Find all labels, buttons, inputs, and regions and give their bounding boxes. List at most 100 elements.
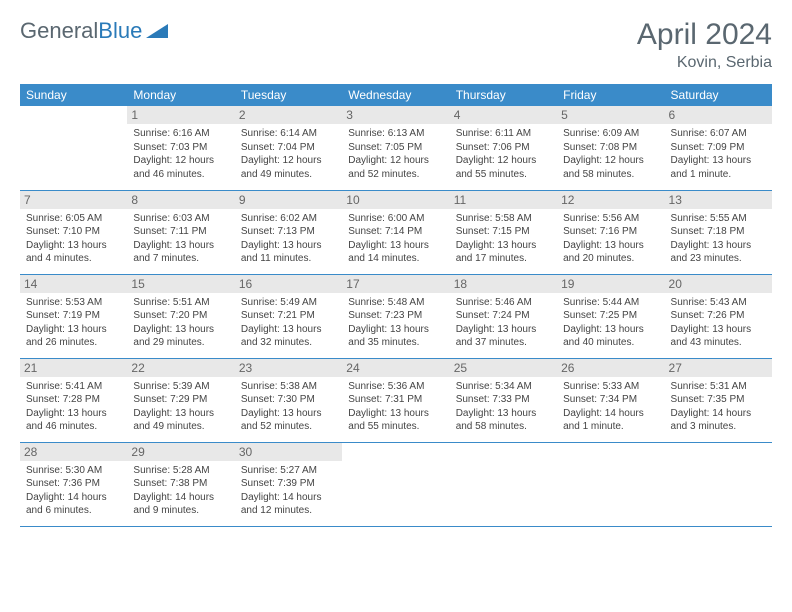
daylight-text: Daylight: 13 hours and 52 minutes. xyxy=(241,407,336,434)
calendar-day-cell: 19Sunrise: 5:44 AMSunset: 7:25 PMDayligh… xyxy=(557,274,664,358)
daylight-text: Daylight: 13 hours and 46 minutes. xyxy=(26,407,121,434)
weekday-header-row: Sunday Monday Tuesday Wednesday Thursday… xyxy=(20,84,772,106)
day-number: 20 xyxy=(665,275,772,293)
sunset-text: Sunset: 7:31 PM xyxy=(348,393,443,407)
sunrise-text: Sunrise: 5:49 AM xyxy=(241,296,336,310)
sunset-text: Sunset: 7:19 PM xyxy=(26,309,121,323)
day-number: 5 xyxy=(557,106,664,124)
calendar-day-cell xyxy=(450,442,557,526)
sunset-text: Sunset: 7:18 PM xyxy=(671,225,766,239)
day-number: 28 xyxy=(20,443,127,461)
calendar-day-cell: 20Sunrise: 5:43 AMSunset: 7:26 PMDayligh… xyxy=(665,274,772,358)
calendar-day-cell: 5Sunrise: 6:09 AMSunset: 7:08 PMDaylight… xyxy=(557,106,664,190)
day-number: 10 xyxy=(342,191,449,209)
calendar-day-cell: 28Sunrise: 5:30 AMSunset: 7:36 PMDayligh… xyxy=(20,442,127,526)
sunset-text: Sunset: 7:33 PM xyxy=(456,393,551,407)
day-number: 23 xyxy=(235,359,342,377)
day-number: 12 xyxy=(557,191,664,209)
daylight-text: Daylight: 12 hours and 55 minutes. xyxy=(456,154,551,181)
calendar-day-cell: 7Sunrise: 6:05 AMSunset: 7:10 PMDaylight… xyxy=(20,190,127,274)
calendar-week-row: 1Sunrise: 6:16 AMSunset: 7:03 PMDaylight… xyxy=(20,106,772,190)
sunset-text: Sunset: 7:03 PM xyxy=(133,141,228,155)
sunset-text: Sunset: 7:34 PM xyxy=(563,393,658,407)
daylight-text: Daylight: 13 hours and 58 minutes. xyxy=(456,407,551,434)
daylight-text: Daylight: 13 hours and 4 minutes. xyxy=(26,239,121,266)
calendar-day-cell xyxy=(557,442,664,526)
day-number: 1 xyxy=(127,106,234,124)
sunrise-text: Sunrise: 6:03 AM xyxy=(133,212,228,226)
calendar-day-cell: 18Sunrise: 5:46 AMSunset: 7:24 PMDayligh… xyxy=(450,274,557,358)
daylight-text: Daylight: 13 hours and 29 minutes. xyxy=(133,323,228,350)
daylight-text: Daylight: 13 hours and 14 minutes. xyxy=(348,239,443,266)
daylight-text: Daylight: 13 hours and 32 minutes. xyxy=(241,323,336,350)
sunrise-text: Sunrise: 5:51 AM xyxy=(133,296,228,310)
sunset-text: Sunset: 7:11 PM xyxy=(133,225,228,239)
calendar-day-cell: 8Sunrise: 6:03 AMSunset: 7:11 PMDaylight… xyxy=(127,190,234,274)
sunrise-text: Sunrise: 5:43 AM xyxy=(671,296,766,310)
day-number: 19 xyxy=(557,275,664,293)
calendar-day-cell: 11Sunrise: 5:58 AMSunset: 7:15 PMDayligh… xyxy=(450,190,557,274)
daylight-text: Daylight: 13 hours and 7 minutes. xyxy=(133,239,228,266)
calendar-day-cell: 1 Sunrise: 6:16 AMSunset: 7:03 PMDaylight… xyxy=(127,106,234,190)
daylight-text: Daylight: 13 hours and 11 minutes. xyxy=(241,239,336,266)
calendar-day-cell: 6Sunrise: 6:07 AMSunset: 7:09 PMDaylight… xyxy=(665,106,772,190)
sunrise-text: Sunrise: 6:16 AM xyxy=(133,127,228,141)
day-number: 30 xyxy=(235,443,342,461)
sunset-text: Sunset: 7:05 PM xyxy=(348,141,443,155)
calendar-week-row: 7Sunrise: 6:05 AMSunset: 7:10 PMDaylight… xyxy=(20,190,772,274)
logo-text-2: Blue xyxy=(98,18,142,44)
sunrise-text: Sunrise: 5:41 AM xyxy=(26,380,121,394)
day-number: 13 xyxy=(665,191,772,209)
calendar-week-row: 28Sunrise: 5:30 AMSunset: 7:36 PMDayligh… xyxy=(20,442,772,526)
daylight-text: Daylight: 14 hours and 9 minutes. xyxy=(133,491,228,518)
sunset-text: Sunset: 7:08 PM xyxy=(563,141,658,155)
day-number: 18 xyxy=(450,275,557,293)
sunset-text: Sunset: 7:26 PM xyxy=(671,309,766,323)
sunset-text: Sunset: 7:04 PM xyxy=(241,141,336,155)
daylight-text: Daylight: 12 hours and 46 minutes. xyxy=(133,154,228,181)
sunset-text: Sunset: 7:38 PM xyxy=(133,477,228,491)
sunrise-text: Sunrise: 5:30 AM xyxy=(26,464,121,478)
calendar-day-cell: 14Sunrise: 5:53 AMSunset: 7:19 PMDayligh… xyxy=(20,274,127,358)
sunset-text: Sunset: 7:06 PM xyxy=(456,141,551,155)
calendar-day-cell: 4Sunrise: 6:11 AMSunset: 7:06 PMDaylight… xyxy=(450,106,557,190)
sunrise-text: Sunrise: 5:34 AM xyxy=(456,380,551,394)
sunrise-text: Sunrise: 6:09 AM xyxy=(563,127,658,141)
calendar-day-cell: 16Sunrise: 5:49 AMSunset: 7:21 PMDayligh… xyxy=(235,274,342,358)
day-number: 26 xyxy=(557,359,664,377)
sunset-text: Sunset: 7:24 PM xyxy=(456,309,551,323)
calendar-table: Sunday Monday Tuesday Wednesday Thursday… xyxy=(20,84,772,527)
sunset-text: Sunset: 7:13 PM xyxy=(241,225,336,239)
calendar-day-cell: 25 Sunrise: 5:34 AMSunset: 7:33 PMDayligh… xyxy=(450,358,557,442)
calendar-day-cell: 26Sunrise: 5:33 AMSunset: 7:34 PMDayligh… xyxy=(557,358,664,442)
calendar-day-cell: 23 Sunrise: 5:38 AMSunset: 7:30 PMDayligh… xyxy=(235,358,342,442)
sunset-text: Sunset: 7:30 PM xyxy=(241,393,336,407)
location: Kovin, Serbia xyxy=(637,54,772,72)
day-number: 21 xyxy=(20,359,127,377)
sunrise-text: Sunrise: 6:11 AM xyxy=(456,127,551,141)
day-number: 27 xyxy=(665,359,772,377)
daylight-text: Daylight: 13 hours and 23 minutes. xyxy=(671,239,766,266)
day-number: 25 xyxy=(450,359,557,377)
calendar-day-cell: 30Sunrise: 5:27 AMSunset: 7:39 PMDayligh… xyxy=(235,442,342,526)
sunrise-text: Sunrise: 5:38 AM xyxy=(241,380,336,394)
sunrise-text: Sunrise: 6:00 AM xyxy=(348,212,443,226)
calendar-day-cell: 13Sunrise: 5:55 AMSunset: 7:18 PMDayligh… xyxy=(665,190,772,274)
calendar-day-cell: 24Sunrise: 5:36 AMSunset: 7:31 PMDayligh… xyxy=(342,358,449,442)
sunset-text: Sunset: 7:16 PM xyxy=(563,225,658,239)
sunrise-text: Sunrise: 6:13 AM xyxy=(348,127,443,141)
day-number: 29 xyxy=(127,443,234,461)
sunset-text: Sunset: 7:20 PM xyxy=(133,309,228,323)
logo: GeneralBlue xyxy=(20,18,168,44)
day-number: 3 xyxy=(342,106,449,124)
sunrise-text: Sunrise: 5:58 AM xyxy=(456,212,551,226)
sunrise-text: Sunrise: 5:46 AM xyxy=(456,296,551,310)
sunrise-text: Sunrise: 5:27 AM xyxy=(241,464,336,478)
sunset-text: Sunset: 7:39 PM xyxy=(241,477,336,491)
calendar-day-cell: 27Sunrise: 5:31 AMSunset: 7:35 PMDayligh… xyxy=(665,358,772,442)
day-number: 17 xyxy=(342,275,449,293)
page-title: April 2024 xyxy=(637,18,772,52)
daylight-text: Daylight: 13 hours and 55 minutes. xyxy=(348,407,443,434)
day-number: 16 xyxy=(235,275,342,293)
sunrise-text: Sunrise: 6:02 AM xyxy=(241,212,336,226)
